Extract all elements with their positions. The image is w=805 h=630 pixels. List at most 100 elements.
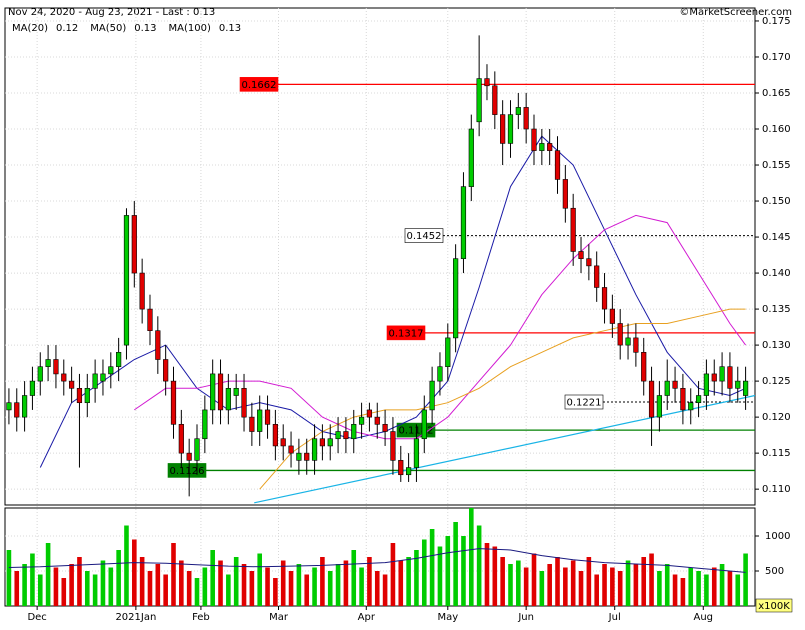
candle-body [272,424,278,447]
candle-body [727,366,733,389]
volume-bar [210,550,215,606]
volume-bar [469,508,474,606]
candle-body [421,409,427,440]
volume-bar [516,560,521,606]
candle-body [742,380,749,396]
volume-bar [132,539,137,606]
volume-bar [382,574,388,606]
candle-body [460,186,467,259]
x-tick-label: Aug [694,612,714,623]
volume-bar [320,557,325,606]
volume-bar [257,553,263,606]
candle-body [374,416,380,425]
volume-bar [179,560,184,606]
candle-body [382,424,388,432]
volume-bar [398,560,404,606]
volume-bar [727,571,733,606]
volume-bar [563,567,568,606]
legend-name: MA(50) [90,23,126,34]
y-tick-label: 500 [765,566,784,577]
candle-body [37,366,43,382]
volume-bar [218,560,223,606]
unit-box [755,598,793,613]
candle-body [335,431,341,440]
volume-bar [531,553,537,606]
volume-bar [335,564,341,606]
y-tick-label: 0.110 [762,484,791,495]
ma-line [134,214,747,440]
x-tick-label: May [437,612,458,623]
y-tick-label: 0.175 [762,16,791,27]
x-tick-label: Dec [27,612,46,623]
candle-body [711,373,717,382]
legend-value: 0.13 [134,23,156,34]
candle-body [53,359,59,375]
candle-body [123,215,130,346]
volume-bar [241,564,247,606]
volume-bar [61,578,67,606]
volume-bar [414,550,419,606]
volume-bar [69,564,74,606]
ma-line [259,308,746,490]
volume-bar [586,557,592,606]
volume-bar [617,571,623,606]
volume-bar [327,571,333,606]
candle-body [500,114,506,144]
candle-body [343,431,349,440]
candle-body [202,409,208,440]
volume-bar [437,546,443,606]
level-label: 0.1221 [567,397,602,408]
candle-body [625,337,631,346]
candle-body [366,409,373,418]
source: ©MarketScreener.com [679,7,792,18]
volume-bar [594,574,599,606]
candle-body [84,388,90,404]
candle-body [554,150,561,180]
volume-panel [4,507,756,607]
volume-bar [22,564,27,606]
candle-body [61,373,67,382]
ma-line [39,135,746,468]
candle-body [547,143,553,151]
volume-bar [672,574,678,606]
volume-bar [578,571,584,606]
y-tick-label: 0.120 [762,412,791,423]
candle-body [14,402,20,418]
volume-bar [194,578,200,606]
x-tick-label: 2021Jan [115,612,156,623]
volume-bar [610,567,615,606]
y-tick-label: 0.130 [762,340,791,351]
volume-bar [265,567,270,606]
legend-name: MA(20) [12,23,48,34]
volume-bar [108,567,114,606]
volume-bar [273,578,278,606]
candle-body [233,388,239,396]
candle-body [155,330,161,360]
candle-body [390,431,396,461]
candle-body [531,128,537,151]
legend-value: 0.12 [56,23,78,34]
candle-body [92,373,98,389]
candle-body [476,78,482,123]
candle-body [609,308,615,324]
volume-bar [704,574,709,606]
candle-body [288,445,294,454]
volume-bar [555,557,560,606]
candle-body [437,366,443,382]
volume-bar [657,571,662,606]
candle-body [523,107,529,130]
candle-body [507,114,514,144]
candle-body [116,351,122,368]
volume-bar [421,539,427,606]
candle-body [578,251,584,259]
candle-body [319,438,325,447]
x-tick-label: Jul [608,612,621,623]
candle-body [170,380,177,425]
volume-bar [226,574,231,606]
volume-bar [296,564,302,606]
volume-bar [711,567,717,606]
volume-bar [508,564,513,606]
y-tick-label: 0.145 [762,232,791,243]
volume-bar [139,557,145,606]
candle-body [147,308,153,331]
